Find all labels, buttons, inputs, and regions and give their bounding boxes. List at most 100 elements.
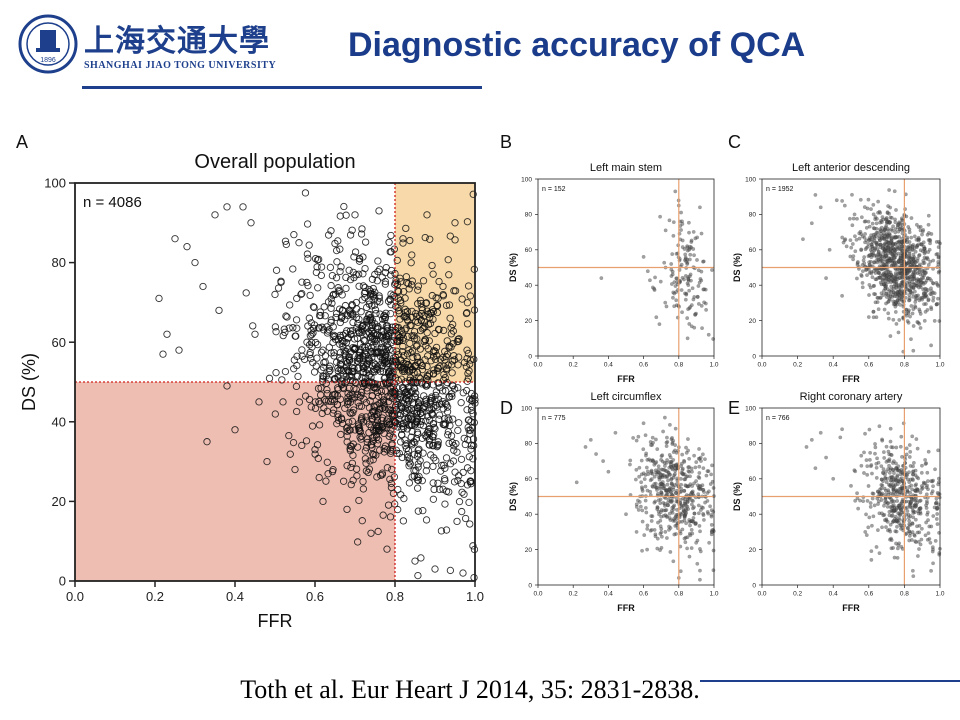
data-point [319,375,327,383]
data-point [640,489,645,493]
data-point [905,271,910,276]
data-point [709,472,714,477]
data-point [912,234,917,239]
sample-size-label: n = 766 [766,415,790,422]
data-point [927,537,932,541]
data-point [840,427,844,432]
data-point [647,457,651,462]
data-point [705,469,710,473]
data-point [436,384,444,392]
data-point [435,415,443,423]
data-point [673,466,677,471]
y-axis-label: DS (%) [732,482,742,511]
data-point [427,451,435,459]
data-point [885,211,890,215]
data-point [908,464,913,468]
data-point [888,247,893,251]
data-point [898,259,903,263]
data-point [239,203,247,211]
data-point [690,531,695,536]
data-point [292,382,301,391]
data-point [672,291,677,296]
data-point [421,336,430,344]
x-tick-label: 0.0 [533,362,542,369]
data-point [684,274,688,278]
data-point [871,202,876,207]
data-point [247,219,255,227]
data-point [860,263,865,267]
data-point [884,220,889,225]
data-point [870,496,875,501]
data-point [838,435,843,440]
data-point [286,301,294,309]
data-point [809,438,814,442]
data-point [159,350,167,358]
data-point [687,230,691,235]
data-point [408,387,416,395]
data-point [431,396,439,404]
data-point [689,238,694,243]
data-point [898,506,903,510]
data-point [463,218,472,226]
data-point [451,236,459,244]
data-point [679,262,684,267]
data-point [708,504,712,509]
data-point [465,453,473,461]
data-point [451,287,460,295]
data-point [866,525,871,530]
data-point [867,515,872,520]
data-point [665,435,669,440]
data-point [304,254,312,263]
data-point [327,227,335,235]
logo-year: 1896 [40,57,56,64]
data-point [914,504,918,509]
data-point [459,569,467,577]
data-point [400,363,408,372]
data-point [878,238,882,243]
data-point [861,499,866,503]
data-point [402,224,410,233]
data-point [929,524,934,529]
data-point [348,364,357,372]
y-tick-label: 60 [525,247,533,254]
data-point [419,325,427,333]
data-point [688,523,692,528]
data-point [698,529,702,534]
data-point [637,474,641,479]
y-axis-label: DS (%) [508,253,518,282]
data-point [335,353,344,362]
data-point [458,295,466,303]
data-point [249,322,257,330]
data-point [429,462,437,471]
data-point [445,416,453,424]
data-point [926,297,931,302]
data-point [935,301,940,306]
x-tick-label: 0.4 [226,589,244,604]
data-point [371,306,380,314]
data-point [374,348,382,357]
data-point [410,327,419,336]
data-point [687,465,692,469]
data-point [437,527,446,535]
data-point [650,472,655,476]
data-point [351,248,360,256]
data-point [860,234,865,239]
data-point [907,522,912,527]
data-point [429,495,438,503]
data-point [363,438,371,447]
data-point [678,497,683,502]
data-point [338,306,347,314]
data-point [882,282,886,286]
data-point [272,266,281,274]
data-point [891,243,895,247]
data-point [454,353,463,361]
data-point [897,318,902,322]
data-point [918,224,923,229]
data-point [424,413,432,421]
data-point [460,358,469,367]
data-point [929,286,933,291]
data-point [336,395,345,403]
data-point [446,460,455,468]
data-point [888,292,892,297]
data-point [328,271,337,280]
